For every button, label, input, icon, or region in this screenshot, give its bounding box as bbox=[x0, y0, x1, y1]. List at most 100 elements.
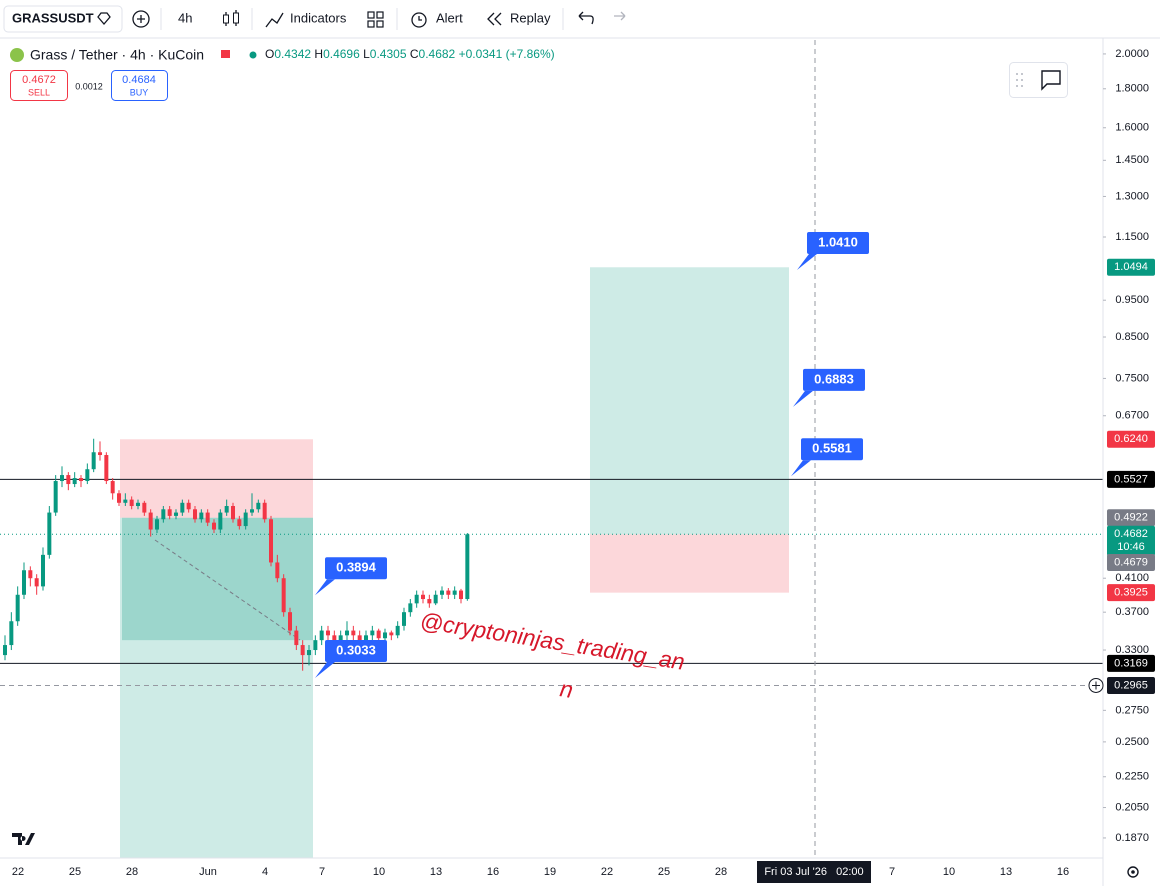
candle-body bbox=[452, 590, 457, 595]
price-callout: 1.0410 bbox=[797, 231, 869, 270]
price-badge-countdown: 10:46 bbox=[1117, 541, 1145, 553]
callout-box bbox=[801, 438, 863, 461]
candle-body bbox=[218, 512, 223, 530]
price-badge-label: 0.4679 bbox=[1114, 556, 1148, 568]
callout-pointer bbox=[791, 460, 811, 477]
price-badge bbox=[1107, 509, 1155, 527]
add-alert-plus bbox=[1092, 681, 1100, 690]
callout-label: 1.0410 bbox=[818, 234, 858, 249]
price-badge-label: 0.3925 bbox=[1114, 587, 1148, 599]
legend: Grass / Tether · 4h · KuCoin O0.4342 H0.… bbox=[10, 47, 555, 101]
indicators-button[interactable]: Indicators bbox=[290, 10, 347, 25]
settings-icon-center bbox=[1131, 870, 1135, 874]
undo-icon[interactable] bbox=[578, 11, 594, 25]
buy-button[interactable] bbox=[111, 70, 168, 101]
candle-body bbox=[351, 630, 356, 636]
callout-pointer bbox=[315, 579, 335, 596]
alert-button[interactable]: Alert bbox=[436, 10, 463, 25]
buy-price: 0.4684 bbox=[122, 74, 156, 86]
alert-icon[interactable] bbox=[411, 12, 427, 28]
sell-price: 0.4672 bbox=[22, 74, 56, 86]
diamond-icon[interactable] bbox=[97, 12, 111, 25]
candle-body bbox=[326, 630, 331, 636]
templates-icon[interactable] bbox=[367, 11, 384, 28]
x-tick-label: 25 bbox=[69, 866, 81, 878]
x-tick-label: 16 bbox=[487, 866, 499, 878]
target-zone bbox=[120, 517, 313, 858]
y-tick-label: 1.6000 bbox=[1115, 122, 1149, 134]
price-badge-label: 0.4682 bbox=[1114, 528, 1148, 540]
add-symbol-plus bbox=[137, 15, 145, 23]
redo-icon[interactable] bbox=[614, 11, 626, 21]
price-badge bbox=[1107, 584, 1155, 602]
symbol: GRASSUSDT bbox=[12, 10, 94, 25]
candle-body bbox=[53, 481, 58, 513]
candle-body bbox=[408, 603, 413, 613]
price-badge bbox=[1107, 676, 1155, 694]
settings-icon[interactable] bbox=[1127, 866, 1139, 878]
candle-body bbox=[123, 499, 128, 503]
y-tick-label: 0.2750 bbox=[1115, 704, 1149, 716]
indicators-icon[interactable] bbox=[265, 12, 284, 28]
candle-body bbox=[136, 502, 141, 507]
callout-box bbox=[807, 231, 869, 254]
callout-label: 0.5581 bbox=[812, 441, 852, 456]
candle-body bbox=[167, 509, 172, 516]
flag-icon[interactable] bbox=[221, 50, 230, 58]
y-tick-label: 0.7500 bbox=[1115, 372, 1149, 384]
spread: 0.0012 bbox=[75, 81, 103, 91]
candle-body bbox=[414, 594, 419, 604]
candle-body bbox=[383, 632, 388, 639]
callout-pointer bbox=[315, 661, 335, 678]
callout-box bbox=[803, 368, 865, 391]
drag-handle[interactable] bbox=[1016, 73, 1023, 87]
candle-body bbox=[421, 594, 426, 600]
candle-body bbox=[345, 630, 350, 636]
close-value: 0.4682 bbox=[419, 47, 456, 61]
y-tick-label: 0.2050 bbox=[1115, 801, 1149, 813]
low-value: 0.4305 bbox=[370, 47, 407, 61]
candle-body bbox=[148, 512, 153, 530]
x-tick-label: 4 bbox=[262, 866, 268, 878]
callout-pointer bbox=[793, 390, 813, 407]
h-label: H bbox=[314, 47, 323, 61]
y-tick-label: 0.6700 bbox=[1115, 410, 1149, 422]
candle-body bbox=[117, 493, 122, 503]
candle-body bbox=[357, 635, 362, 641]
price-badge bbox=[1107, 654, 1155, 672]
y-tick-label: 1.3000 bbox=[1115, 190, 1149, 202]
add-symbol-icon[interactable] bbox=[132, 10, 150, 28]
price-badge-label: 0.6240 bbox=[1114, 433, 1148, 445]
candle-body bbox=[72, 478, 77, 485]
replay-button[interactable]: Replay bbox=[510, 10, 551, 25]
legend-ohlc: O0.4342 H0.4696 L0.4305 C0.4682 +0.0341 … bbox=[265, 47, 555, 61]
crosshair-time-label: Fri 03 Jul '26 02:00 bbox=[764, 866, 863, 878]
y-tick-label: 1.8000 bbox=[1115, 83, 1149, 95]
candle-body bbox=[319, 630, 324, 641]
watermark: n bbox=[558, 675, 575, 703]
comment-icon[interactable] bbox=[1041, 70, 1061, 91]
sell-button[interactable] bbox=[10, 70, 68, 101]
candle-body bbox=[427, 599, 432, 604]
candle-body bbox=[294, 630, 299, 646]
callout-box bbox=[325, 557, 387, 580]
open-value: 0.4342 bbox=[274, 47, 311, 61]
candle-body bbox=[186, 502, 191, 510]
target-zone bbox=[590, 267, 789, 535]
stop-zone bbox=[120, 439, 313, 518]
candle-body bbox=[459, 590, 464, 600]
candle-body bbox=[34, 578, 39, 587]
replay-icon[interactable] bbox=[487, 12, 502, 26]
symbol-button[interactable] bbox=[3, 5, 123, 33]
tradingview-logo[interactable] bbox=[12, 833, 35, 845]
y-tick-label: 0.4100 bbox=[1115, 572, 1149, 584]
price-badge bbox=[1107, 525, 1155, 556]
o-label: O bbox=[265, 47, 274, 61]
candle-body bbox=[364, 635, 369, 641]
price-callout: 0.3894 bbox=[315, 557, 387, 596]
l-label: L bbox=[363, 47, 370, 61]
symbol-logo bbox=[10, 48, 24, 62]
price-badge bbox=[1107, 430, 1155, 448]
interval[interactable]: 4h bbox=[178, 10, 192, 25]
candle-type-body bbox=[233, 12, 239, 24]
